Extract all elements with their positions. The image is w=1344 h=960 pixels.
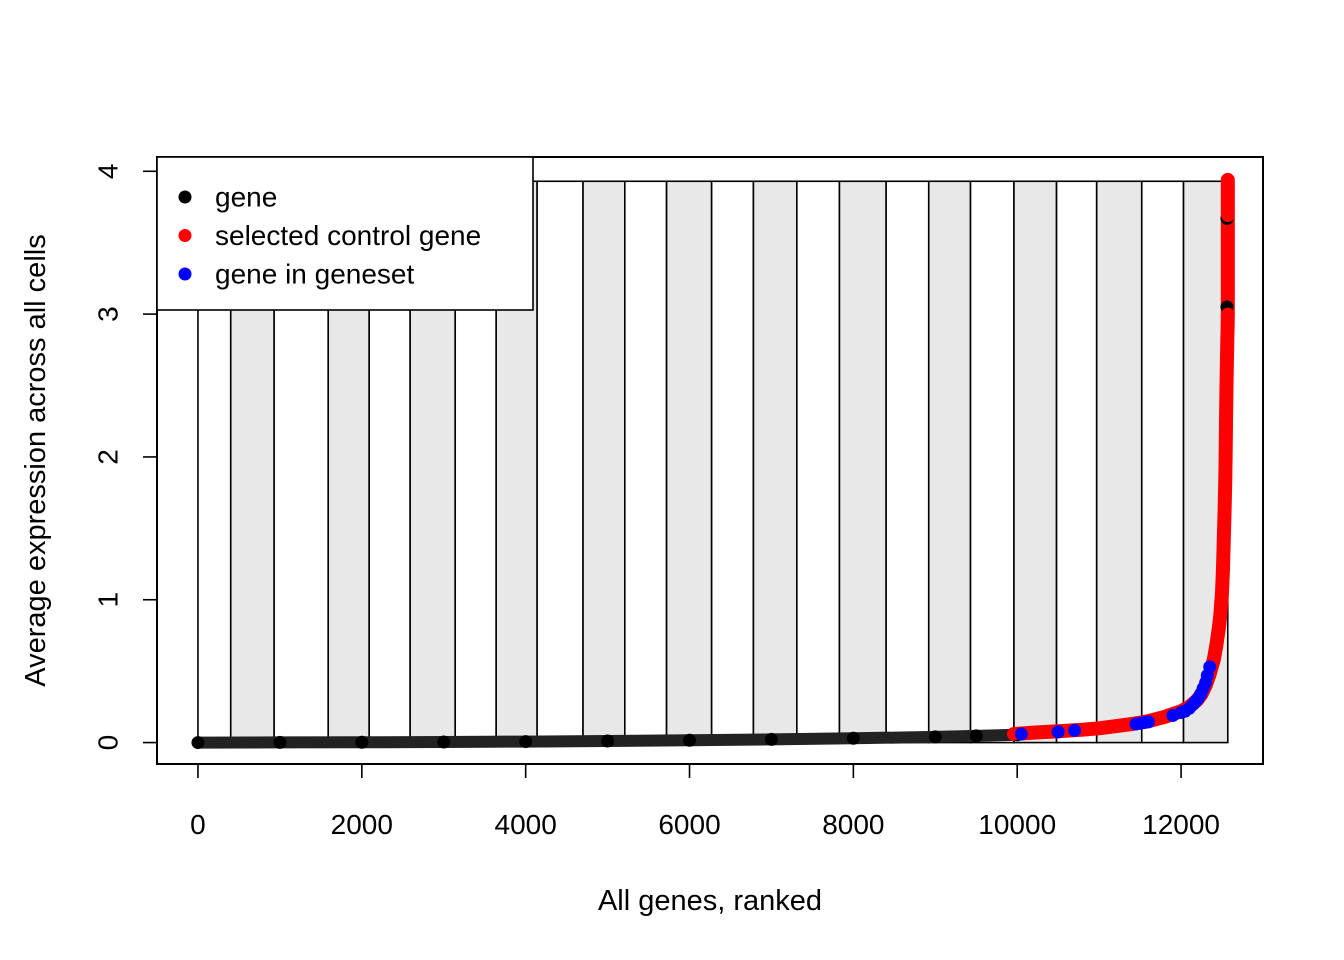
data-point-control-gene: [1221, 209, 1235, 223]
data-point-control-gene: [1221, 307, 1235, 321]
data-point-control-gene: [1215, 586, 1229, 600]
data-point-gene: [601, 734, 615, 748]
data-point-control-gene: [1212, 621, 1226, 635]
y-tick-label: 1: [93, 592, 124, 608]
bin-rect: [1140, 180, 1185, 744]
data-point-gene: [519, 735, 533, 749]
data-point-control-gene: [1220, 350, 1234, 364]
data-point-geneset-gene: [1014, 727, 1028, 741]
legend-label: gene: [215, 182, 277, 213]
x-axis-title: All genes, ranked: [598, 885, 822, 917]
y-axis-title: Average expression across all cells: [20, 234, 52, 686]
data-point-control-gene: [1221, 173, 1235, 187]
legend-marker: [178, 267, 192, 281]
data-point-gene: [764, 732, 778, 746]
data-point-gene: [683, 733, 697, 747]
x-tick-label: 10000: [978, 809, 1056, 840]
bin-rect: [1095, 180, 1143, 744]
x-tick-label: 12000: [1142, 809, 1220, 840]
data-point-gene: [355, 735, 369, 749]
data-point-control-gene: [1221, 276, 1235, 290]
legend-label: gene in geneset: [215, 259, 415, 290]
bin-rect: [665, 180, 713, 744]
data-point-control-gene: [1221, 253, 1235, 267]
x-tick-label: 4000: [495, 809, 557, 840]
data-point-control-gene: [1213, 607, 1227, 621]
data-point-control-gene: [1221, 321, 1235, 335]
bin-rect: [1013, 180, 1058, 744]
data-point-gene: [928, 730, 942, 744]
data-point-control-gene: [1220, 379, 1234, 393]
data-point-geneset-gene: [1203, 660, 1217, 674]
y-tick-label: 4: [93, 163, 124, 179]
data-point-control-gene: [1218, 471, 1232, 485]
data-point-control-gene: [1216, 564, 1230, 578]
points-layer: [191, 173, 1235, 750]
legend-marker: [178, 229, 192, 242]
legend-marker: [178, 190, 192, 204]
bin-rect: [710, 180, 755, 744]
data-point-control-gene: [1217, 536, 1231, 550]
bin-rect: [536, 180, 584, 744]
data-point-control-gene: [1219, 443, 1233, 457]
x-tick-label: 8000: [822, 809, 884, 840]
bin-rect: [1055, 180, 1098, 744]
bin-rect: [796, 180, 841, 744]
bin-rect: [838, 180, 887, 744]
data-point-gene: [969, 729, 983, 743]
bin-rect: [927, 180, 972, 744]
legend-label: selected control gene: [215, 220, 481, 251]
bin-rect: [885, 180, 930, 744]
y-axis: 0 1 2 3 4: [93, 163, 158, 750]
x-tick-label: 6000: [658, 809, 720, 840]
bin-rect: [582, 180, 626, 744]
data-point-geneset-gene: [1068, 723, 1082, 737]
data-point-control-gene: [1209, 638, 1223, 652]
x-axis: 0 2000 4000 6000 8000 10000 12000: [190, 763, 1220, 840]
data-point-control-gene: [1092, 721, 1106, 735]
series-line-gene: [192, 728, 1024, 749]
x-tick-label: 0: [190, 809, 206, 840]
data-point-gene: [273, 735, 287, 749]
data-point-control-gene: [1109, 719, 1123, 733]
data-point-gene: [437, 735, 451, 749]
y-tick-label: 3: [93, 306, 124, 322]
data-point-geneset-gene: [1051, 725, 1065, 739]
legend: gene selected control gene gene in geneset: [156, 156, 534, 311]
x-tick-label: 2000: [331, 809, 393, 840]
y-tick-label: 2: [93, 449, 124, 465]
bin-rect: [623, 180, 668, 744]
data-point-gene: [846, 731, 860, 745]
data-point-geneset-gene: [1141, 715, 1155, 729]
data-point-control-gene: [1027, 726, 1041, 740]
y-tick-label: 0: [93, 735, 124, 751]
bin-rect: [969, 180, 1015, 744]
data-point-control-gene: [1217, 507, 1231, 521]
bin-rect: [752, 180, 798, 744]
data-point-control-gene: [1219, 407, 1233, 421]
data-point-gene: [191, 736, 205, 750]
legend-box: [156, 156, 534, 311]
